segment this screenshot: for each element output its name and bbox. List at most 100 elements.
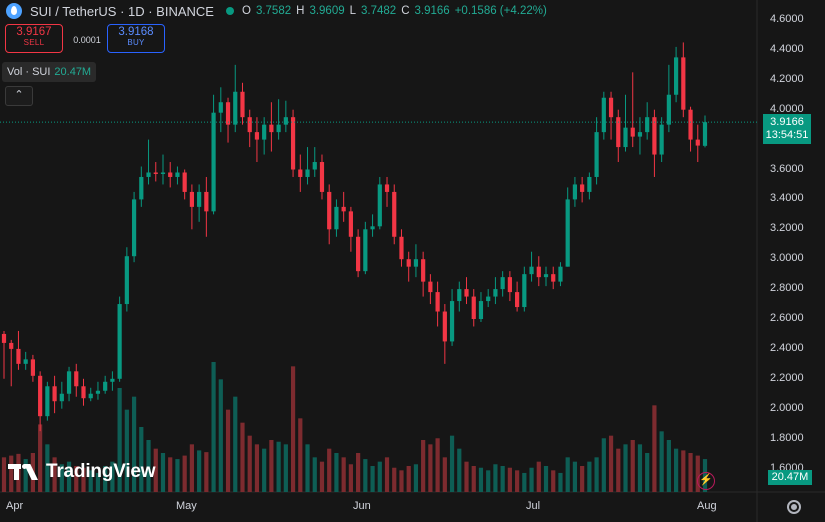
candle-body xyxy=(457,289,462,302)
candle-body xyxy=(384,184,390,192)
volume-bar xyxy=(38,424,43,492)
candle-body xyxy=(673,57,679,95)
volume-bar xyxy=(9,455,14,492)
volume-bar xyxy=(74,466,79,492)
candle-body xyxy=(572,184,578,200)
volume-bar xyxy=(384,457,390,492)
volume-bar xyxy=(377,461,382,492)
candle-body xyxy=(348,211,353,237)
candle-body xyxy=(189,191,194,207)
candle-body xyxy=(681,57,686,110)
close-value: 3.9166 xyxy=(414,5,450,17)
candle-body xyxy=(594,132,599,177)
volume-bar xyxy=(117,388,122,492)
candle-body xyxy=(659,124,664,155)
buy-price: 3.9168 xyxy=(118,26,154,38)
candle-body xyxy=(608,97,614,118)
volume-bar xyxy=(392,467,397,492)
volume-bar xyxy=(1,457,7,492)
low-value: 3.7482 xyxy=(361,5,397,17)
volume-bar xyxy=(225,409,231,492)
volume-bar xyxy=(146,440,151,492)
candle-body xyxy=(623,127,628,148)
volume-bar xyxy=(442,457,447,492)
candle-body xyxy=(471,296,476,319)
price-axis-tick: 4.0000 xyxy=(770,102,804,115)
volume-bar xyxy=(551,470,556,492)
candle-body xyxy=(435,292,440,312)
candle-body xyxy=(442,311,447,342)
volume-bar xyxy=(529,467,534,492)
ohlc-values: O 3.7582 H 3.9609 L 3.7482 C 3.9166 +0.1586 … xyxy=(242,5,547,17)
candle-body xyxy=(413,259,419,267)
volume-legend[interactable]: Vol · SUI 20.47M xyxy=(2,62,97,82)
candle-body xyxy=(356,236,361,272)
sell-button[interactable]: 3.9167 SELL xyxy=(5,24,63,53)
symbol-title[interactable]: SUI / TetherUS · 1D · BINANCE xyxy=(30,3,214,19)
volume-bar xyxy=(601,438,606,492)
price-axis-tick: 3.6000 xyxy=(770,162,804,175)
spread-value: 0.0001 xyxy=(73,35,101,45)
volume-bar xyxy=(399,470,404,492)
tradingview-logo[interactable]: TradingView xyxy=(8,461,156,483)
volume-bar xyxy=(558,472,563,492)
volume-bar xyxy=(240,422,245,492)
volume-bar xyxy=(594,457,599,492)
volume-bar xyxy=(197,450,202,492)
candle-body xyxy=(536,266,541,278)
candle-body xyxy=(319,162,325,192)
candle-body xyxy=(543,274,549,278)
candle-body xyxy=(580,184,585,192)
candle-body xyxy=(377,184,382,227)
volume-bar xyxy=(500,466,505,492)
tradingview-wordmark: TradingView xyxy=(46,461,156,482)
candle-body xyxy=(139,176,144,200)
candle-body xyxy=(160,172,166,174)
sui-logo-icon xyxy=(6,3,22,19)
candle-body xyxy=(652,117,657,155)
volume-bar xyxy=(673,448,679,492)
candle-body xyxy=(175,172,180,177)
volume-bar xyxy=(298,418,303,492)
time-axis-tick: Aug xyxy=(697,500,717,512)
volume-bar xyxy=(204,452,209,492)
volume-bar xyxy=(666,440,671,492)
volume-bar xyxy=(449,435,455,492)
candle-body xyxy=(558,266,563,282)
current-price-value: 3.9166 xyxy=(770,116,804,128)
candle-body xyxy=(616,117,621,148)
chevron-up-icon[interactable]: ⌃ xyxy=(5,86,33,106)
gear-icon[interactable] xyxy=(787,500,801,514)
volume-bar xyxy=(211,362,216,492)
candle-body xyxy=(218,102,223,113)
candle-body xyxy=(88,393,93,399)
candle-body xyxy=(637,132,643,137)
volume-bar xyxy=(348,464,353,492)
candle-body xyxy=(254,132,260,140)
buy-button[interactable]: 3.9168 BUY xyxy=(107,24,165,53)
candle-body xyxy=(305,169,310,177)
candle-body xyxy=(298,169,303,177)
volume-bar xyxy=(124,409,129,492)
volume-bar xyxy=(637,444,643,492)
volume-bar xyxy=(363,459,368,492)
candle-body xyxy=(515,292,520,308)
time-axis-tick: Apr xyxy=(6,500,24,512)
candle-body xyxy=(16,348,21,364)
volume-bar xyxy=(493,464,498,492)
candle-body xyxy=(262,124,267,140)
volume-bar xyxy=(334,453,339,492)
candle-body xyxy=(587,176,592,192)
time-axis-tick: May xyxy=(176,500,197,512)
volume-bar xyxy=(515,470,520,492)
volume-bar xyxy=(356,453,361,492)
candle-body xyxy=(630,127,635,137)
candle-body xyxy=(688,109,693,140)
sell-price: 3.9167 xyxy=(16,26,52,38)
volume-bar xyxy=(88,470,93,492)
volume-bar xyxy=(688,453,693,492)
volume-bar xyxy=(254,444,260,492)
flash-icon[interactable]: ⚡ xyxy=(697,472,715,490)
candle-body xyxy=(117,304,122,379)
